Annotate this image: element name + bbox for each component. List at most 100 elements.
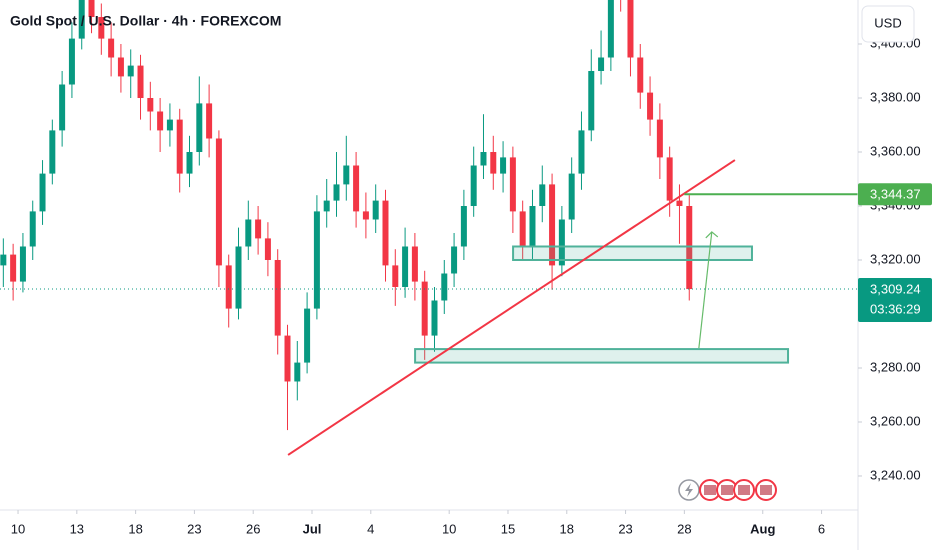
y-tick-label: 3,280.00 (870, 359, 921, 374)
candle-body (294, 362, 301, 382)
x-tick-label: 28 (677, 521, 691, 536)
candle-body (627, 0, 634, 58)
event-flags[interactable] (699, 479, 777, 501)
candle-body (304, 308, 311, 363)
y-tick-label: 3,360.00 (870, 143, 921, 158)
candle-body (353, 165, 360, 212)
candle-body (598, 57, 605, 72)
x-tick-label: Aug (750, 521, 775, 536)
candle-body (647, 92, 654, 120)
candle-body (176, 119, 183, 174)
candle-body (470, 165, 477, 206)
candle-body (88, 0, 95, 18)
x-tick-label: 26 (246, 521, 260, 536)
x-tick-label: Jul (303, 521, 322, 536)
candle-body (392, 265, 399, 287)
candle-body (225, 265, 232, 309)
chart-title: Gold Spot / U.S. Dollar · 4h · FOREXCOM (10, 13, 281, 29)
x-tick-label: 23 (187, 521, 201, 536)
candle-body (19, 246, 26, 282)
candle-body (206, 103, 213, 139)
flash-icon (685, 483, 693, 497)
candle-body (362, 211, 369, 220)
candle-body (333, 184, 340, 201)
x-tick-label: 18 (560, 521, 574, 536)
candle-body (78, 0, 85, 39)
x-tick-label: 10 (442, 521, 456, 536)
x-tick-label: 13 (70, 521, 84, 536)
candle-body (460, 205, 467, 247)
candle-body (284, 335, 291, 382)
candle-body (98, 17, 105, 39)
price-label-box (858, 278, 932, 323)
candle-body (68, 38, 75, 85)
flag-stripes (738, 485, 750, 495)
flag-stripes (704, 485, 716, 495)
candle-body (343, 165, 350, 185)
candle-body (529, 205, 536, 247)
candle-body (10, 254, 17, 282)
candle-body (0, 254, 7, 266)
candle-body (656, 119, 663, 158)
candle-body (264, 238, 271, 260)
x-tick-label: 4 (367, 521, 374, 536)
level-label-box (858, 183, 932, 206)
flag-stripes (721, 485, 733, 495)
candle-body (558, 219, 565, 266)
arrow (698, 231, 713, 349)
zone (414, 348, 790, 364)
trendline (287, 159, 736, 456)
candle-body (29, 211, 36, 247)
plot-area (0, 0, 858, 456)
y-tick-label: 3,240.00 (870, 467, 921, 482)
event-icons[interactable] (678, 479, 777, 501)
candle-body (480, 152, 487, 166)
price-label: 3,309.24 (870, 281, 921, 296)
candle-body (451, 246, 458, 274)
candle-body (509, 157, 516, 212)
candle-body (686, 205, 693, 290)
candle-body (196, 103, 203, 153)
candle-body (49, 130, 56, 174)
x-tick-label: 15 (501, 521, 515, 536)
candle-body (255, 219, 262, 239)
candle-body (637, 57, 644, 93)
currency-label: USD (874, 15, 901, 30)
candle-body (549, 184, 556, 266)
candle-body (157, 111, 164, 131)
currency-button[interactable] (861, 5, 915, 43)
candle-body (59, 84, 66, 131)
candle-body (137, 65, 144, 99)
y-tick-label: 3,260.00 (870, 413, 921, 428)
y-tick-label: 3,380.00 (870, 89, 921, 104)
candle-body (323, 200, 330, 212)
candle-body (588, 71, 595, 131)
x-tick-label: 10 (11, 521, 25, 536)
candle-body (607, 0, 614, 58)
candle-body (519, 211, 526, 247)
y-tick-label: 3,320.00 (870, 251, 921, 266)
candle-body (441, 273, 448, 301)
candle-body (127, 65, 134, 77)
candle-body (313, 211, 320, 309)
flag-stripes (760, 485, 772, 495)
candle-body (666, 157, 673, 201)
candle-body (431, 300, 438, 336)
candle-body (186, 152, 193, 174)
candle-body (274, 259, 281, 336)
candle-body (568, 173, 575, 220)
candle-body (539, 184, 546, 206)
candle-body (147, 98, 154, 112)
candle-body (402, 246, 409, 287)
arrow-head (705, 231, 719, 239)
candle-body (421, 281, 428, 336)
x-tick-label: 23 (618, 521, 632, 536)
x-tick-label: 18 (128, 521, 142, 536)
candle-body (166, 119, 173, 131)
candle-body (39, 173, 46, 212)
candle-body (372, 200, 379, 220)
level-label: 3,344.37 (870, 187, 921, 202)
candle-body (490, 152, 497, 174)
